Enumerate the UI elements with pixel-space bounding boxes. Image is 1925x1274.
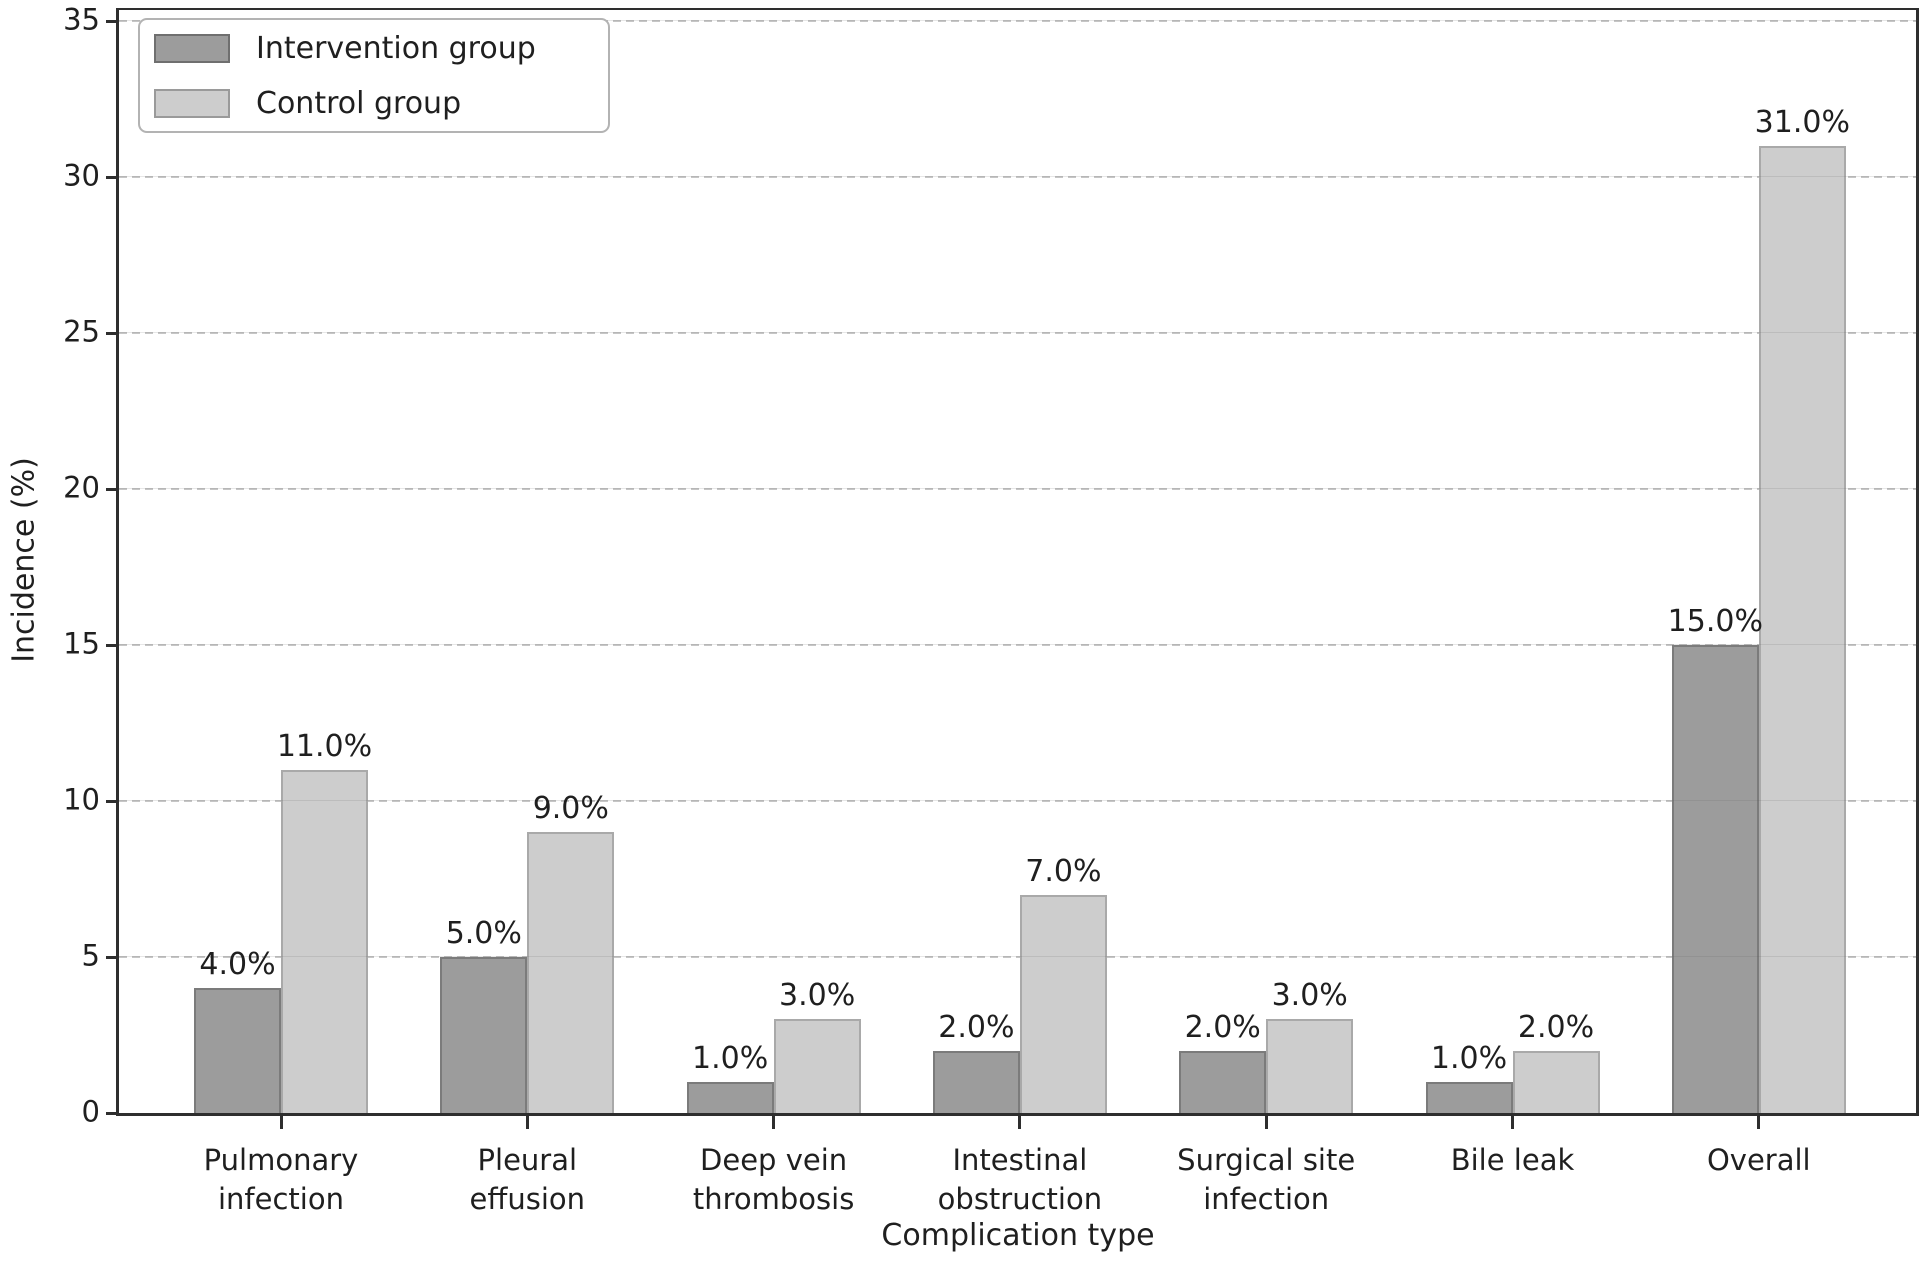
y-tick-25 bbox=[106, 331, 119, 335]
gridline-20 bbox=[119, 488, 1918, 490]
legend: Intervention group Control group bbox=[138, 18, 610, 133]
legend-row-intervention-group: Intervention group bbox=[140, 30, 608, 65]
gridline-overlay-35 bbox=[119, 20, 1918, 21]
y-tick-label-30: 30 bbox=[63, 158, 100, 193]
bar-control-group-surgical-site-infection bbox=[1266, 1019, 1354, 1113]
y-tick-label-10: 10 bbox=[63, 782, 100, 817]
gridline-15 bbox=[119, 644, 1918, 646]
bar-control-group-deep-vein-thrombosis bbox=[773, 1019, 861, 1113]
x-axis-line bbox=[116, 1113, 1919, 1116]
y-tick-10 bbox=[106, 799, 119, 803]
legend-swatch-control-group bbox=[154, 89, 230, 118]
value-label-intervention-group-overall: 15.0% bbox=[1667, 604, 1763, 639]
value-label-intervention-group-pulmonary-infection: 4.0% bbox=[199, 947, 276, 983]
x-tick-label-pulmonary-infection: Pulmonary infection bbox=[203, 1143, 359, 1216]
bar-intervention-group-deep-vein-thrombosis bbox=[686, 1081, 774, 1113]
right-spine bbox=[1916, 8, 1919, 1116]
bar-control-group-intestinal-obstruction bbox=[1019, 894, 1107, 1113]
value-label-control-group-bile-leak: 2.0% bbox=[1517, 1009, 1595, 1045]
value-label-intervention-group-deep-vein-thrombosis: 1.0% bbox=[691, 1040, 769, 1076]
value-label-intervention-group-pleural-effusion: 5.0% bbox=[445, 916, 522, 951]
x-tick-pulmonary-infection bbox=[279, 1116, 283, 1129]
y-tick-label-15: 15 bbox=[63, 626, 100, 661]
value-label-control-group-intestinal-obstruction: 7.0% bbox=[1025, 853, 1102, 889]
y-tick-5 bbox=[106, 955, 119, 959]
bar-intervention-group-pleural-effusion bbox=[440, 957, 528, 1113]
gridline-10 bbox=[119, 800, 1918, 802]
gridline-overlay-30 bbox=[119, 176, 1918, 177]
x-tick-label-surgical-site-infection: Surgical site infection bbox=[1177, 1143, 1356, 1216]
gridline-overlay-10 bbox=[119, 800, 1918, 801]
left-spine bbox=[116, 8, 119, 1116]
legend-row-control-group: Control group bbox=[140, 85, 608, 120]
gridline-5 bbox=[119, 956, 1918, 958]
gridline-25 bbox=[119, 332, 1918, 334]
gridline-overlay-25 bbox=[119, 332, 1918, 333]
value-label-control-group-overall: 31.0% bbox=[1754, 104, 1850, 140]
y-tick-35 bbox=[106, 19, 119, 23]
y-tick-0 bbox=[106, 1111, 119, 1115]
legend-label-control-group: Control group bbox=[256, 85, 462, 121]
x-tick-pleural-effusion bbox=[525, 1116, 529, 1129]
gridline-overlay-20 bbox=[119, 488, 1918, 489]
x-tick-label-pleural-effusion: Pleural effusion bbox=[469, 1143, 586, 1216]
bar-intervention-group-overall bbox=[1671, 645, 1759, 1113]
x-tick-bile-leak bbox=[1511, 1116, 1514, 1129]
x-axis-title: Complication type bbox=[881, 1218, 1155, 1253]
y-tick-15 bbox=[106, 643, 119, 647]
bar-intervention-group-surgical-site-infection bbox=[1179, 1050, 1267, 1113]
legend-label-intervention-group: Intervention group bbox=[256, 30, 536, 66]
bar-intervention-group-bile-leak bbox=[1425, 1081, 1513, 1113]
y-tick-label-5: 5 bbox=[81, 938, 100, 973]
x-tick-surgical-site-infection bbox=[1264, 1116, 1268, 1129]
bar-control-group-pleural-effusion bbox=[527, 832, 615, 1113]
y-tick-label-0: 0 bbox=[81, 1094, 100, 1129]
value-label-intervention-group-bile-leak: 1.0% bbox=[1430, 1040, 1508, 1076]
x-tick-overall bbox=[1757, 1116, 1761, 1129]
bar-control-group-pulmonary-infection bbox=[281, 769, 368, 1113]
bar-intervention-group-intestinal-obstruction bbox=[932, 1050, 1020, 1113]
value-label-control-group-surgical-site-infection: 3.0% bbox=[1271, 978, 1348, 1014]
top-spine bbox=[116, 8, 1919, 10]
bar-control-group-bile-leak bbox=[1512, 1050, 1600, 1113]
plot-area: 4.0% 5.0% 1.0% 2.0% 2.0% 1.0% 15.0% 11.0% 9.0% 3.… bbox=[119, 8, 1918, 1113]
value-label-control-group-deep-vein-thrombosis: 3.0% bbox=[778, 978, 856, 1014]
x-tick-label-bile-leak: Bile leak bbox=[1450, 1143, 1575, 1177]
x-tick-label-overall: Overall bbox=[1706, 1143, 1811, 1177]
gridline-30 bbox=[119, 176, 1918, 178]
x-tick-label-intestinal-obstruction: Intestinal obstruction bbox=[937, 1143, 1103, 1216]
gridline-overlay-15 bbox=[119, 644, 1918, 645]
y-tick-label-35: 35 bbox=[63, 2, 100, 37]
legend-swatch-intervention-group bbox=[154, 34, 230, 63]
value-label-intervention-group-intestinal-obstruction: 2.0% bbox=[938, 1009, 1015, 1045]
value-label-intervention-group-surgical-site-infection: 2.0% bbox=[1184, 1009, 1261, 1045]
x-tick-intestinal-obstruction bbox=[1018, 1116, 1022, 1129]
y-tick-label-25: 25 bbox=[63, 314, 100, 349]
bar-control-group-overall bbox=[1758, 145, 1846, 1113]
y-tick-20 bbox=[106, 487, 119, 491]
gridline-overlay-5 bbox=[119, 956, 1918, 957]
value-label-control-group-pleural-effusion: 9.0% bbox=[532, 791, 609, 827]
y-tick-label-20: 20 bbox=[63, 470, 100, 505]
y-tick-30 bbox=[106, 175, 119, 179]
x-tick-label-deep-vein-thrombosis: Deep vein thrombosis bbox=[692, 1143, 855, 1216]
bar-intervention-group-pulmonary-infection bbox=[194, 988, 281, 1113]
x-tick-deep-vein-thrombosis bbox=[772, 1116, 776, 1129]
gridline-35 bbox=[119, 20, 1918, 22]
value-label-control-group-pulmonary-infection: 11.0% bbox=[276, 728, 373, 764]
